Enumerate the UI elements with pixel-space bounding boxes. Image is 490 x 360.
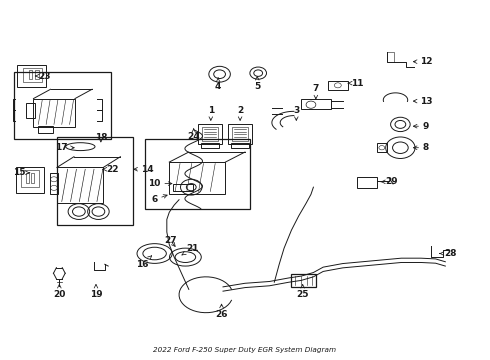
Text: 21: 21 — [182, 244, 198, 255]
Text: 28: 28 — [440, 249, 457, 258]
Bar — [232, 127, 248, 140]
Bar — [201, 143, 219, 148]
Text: 6: 6 — [151, 195, 167, 204]
Bar — [31, 173, 34, 183]
Text: 2022 Ford F-250 Super Duty EGR System Diagram: 2022 Ford F-250 Super Duty EGR System Di… — [153, 347, 337, 353]
Text: 24: 24 — [187, 128, 200, 141]
Bar — [21, 170, 39, 187]
Text: 22: 22 — [103, 165, 119, 174]
Text: 11: 11 — [348, 79, 364, 88]
Text: 25: 25 — [296, 284, 309, 298]
Bar — [357, 177, 377, 188]
Bar — [26, 103, 35, 118]
Bar — [173, 184, 193, 191]
Text: 10: 10 — [148, 179, 172, 188]
Bar — [25, 173, 28, 183]
Bar — [301, 99, 331, 109]
Text: 14: 14 — [134, 165, 153, 174]
Text: 3: 3 — [293, 105, 299, 120]
Text: 1: 1 — [208, 105, 214, 120]
Bar — [38, 126, 53, 134]
Text: 5: 5 — [254, 76, 260, 91]
Text: 19: 19 — [90, 284, 102, 298]
Bar — [202, 127, 218, 140]
Text: 2: 2 — [237, 105, 243, 120]
Text: 4: 4 — [215, 78, 221, 91]
Bar — [57, 167, 103, 203]
Bar — [14, 72, 111, 139]
Bar — [377, 143, 387, 152]
Bar — [49, 173, 58, 194]
Text: 7: 7 — [313, 84, 319, 99]
Bar — [169, 162, 225, 194]
Text: 29: 29 — [381, 177, 398, 186]
Text: 16: 16 — [136, 256, 151, 269]
Text: 26: 26 — [215, 304, 228, 319]
Bar — [33, 99, 75, 127]
Bar — [23, 68, 42, 82]
Bar — [292, 274, 316, 287]
Bar — [35, 69, 39, 78]
Bar — [16, 167, 44, 193]
Text: 15: 15 — [13, 168, 30, 177]
Text: 18: 18 — [95, 133, 107, 142]
Bar — [17, 65, 46, 87]
Text: 20: 20 — [53, 284, 66, 298]
Text: 23: 23 — [35, 72, 51, 81]
Text: 27: 27 — [165, 237, 177, 246]
Bar — [228, 125, 252, 144]
Text: 8: 8 — [414, 143, 429, 152]
Text: 9: 9 — [414, 122, 429, 131]
Text: 12: 12 — [414, 57, 432, 66]
Bar — [231, 143, 249, 148]
Bar — [197, 125, 222, 144]
Bar — [328, 81, 347, 90]
Bar — [145, 139, 250, 209]
Text: 13: 13 — [414, 96, 432, 105]
Bar — [57, 137, 133, 225]
Text: 17: 17 — [55, 143, 74, 152]
Bar — [28, 69, 32, 78]
